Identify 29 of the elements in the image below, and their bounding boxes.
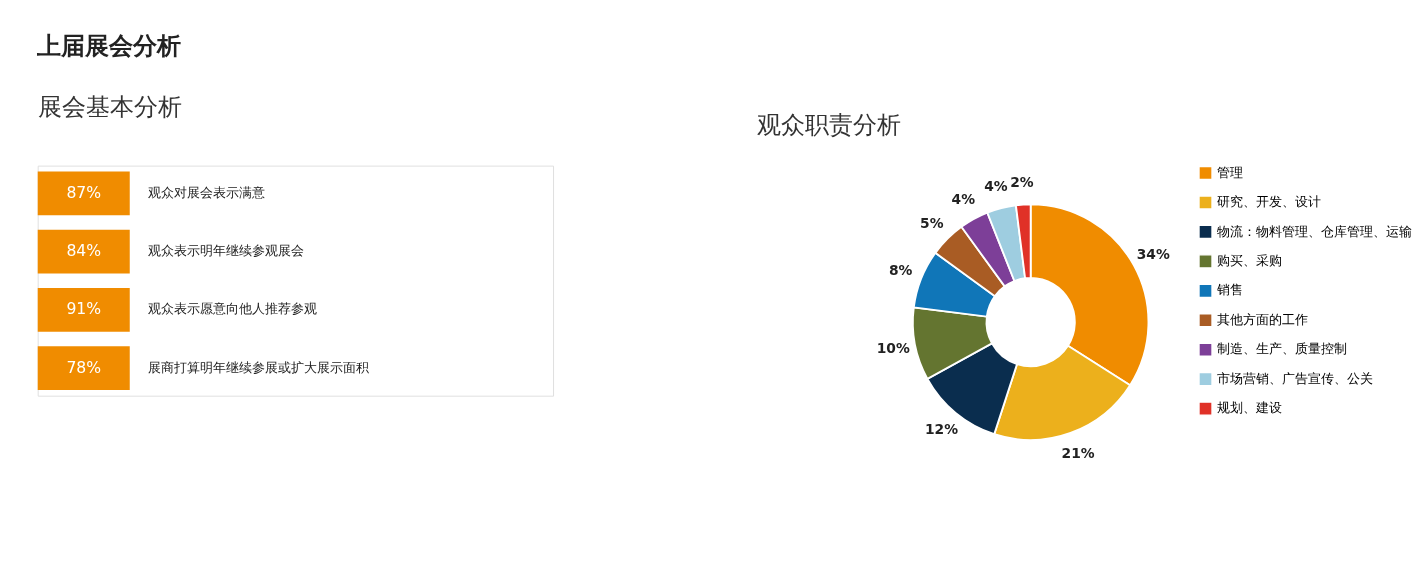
- data-label: 21%: [1061, 445, 1095, 462]
- data-label: 4%: [951, 191, 976, 208]
- legend-label: 其他方面的工作: [1216, 311, 1308, 327]
- data-label: 12%: [924, 421, 959, 438]
- legend-label: 制造、生产、质量控制: [1216, 341, 1347, 357]
- data-label: 2%: [1010, 174, 1034, 191]
- legend-label: 管理: [1216, 164, 1243, 180]
- data-label: 91%: [66, 299, 102, 319]
- legend-label: 市场营销、广告宣传、公关: [1216, 370, 1373, 386]
- legend-label: 研究、开发、设计: [1216, 194, 1321, 210]
- text: 上届展会分析: [36, 31, 182, 60]
- data-label: 34%: [1136, 246, 1170, 263]
- category-label: 观众对展会表示满意: [148, 185, 266, 200]
- category-label: 展商打算明年继续参展或扩大展示面积: [148, 359, 370, 375]
- chart-title: 观众职责分析: [757, 111, 902, 140]
- data-label: 5%: [920, 214, 944, 231]
- legend-label: 规划、建设: [1216, 400, 1282, 416]
- legend-label: 物流：物料管理、仓库管理、运输: [1216, 223, 1412, 239]
- legend-label: 购买、采购: [1216, 253, 1282, 269]
- text: 展会基本分析: [37, 93, 182, 122]
- category-label: 观众表示明年继续参观展会: [148, 243, 305, 259]
- data-label: 8%: [888, 262, 913, 279]
- data-label: 84%: [66, 241, 102, 261]
- data-label: 78%: [66, 357, 102, 377]
- data-label: 87%: [66, 182, 102, 202]
- data-label: 10%: [876, 339, 910, 356]
- category-label: 观众表示愿意向他人推荐参观: [148, 301, 318, 317]
- legend-label: 销售: [1215, 282, 1243, 298]
- data-label: 4%: [984, 178, 1008, 195]
